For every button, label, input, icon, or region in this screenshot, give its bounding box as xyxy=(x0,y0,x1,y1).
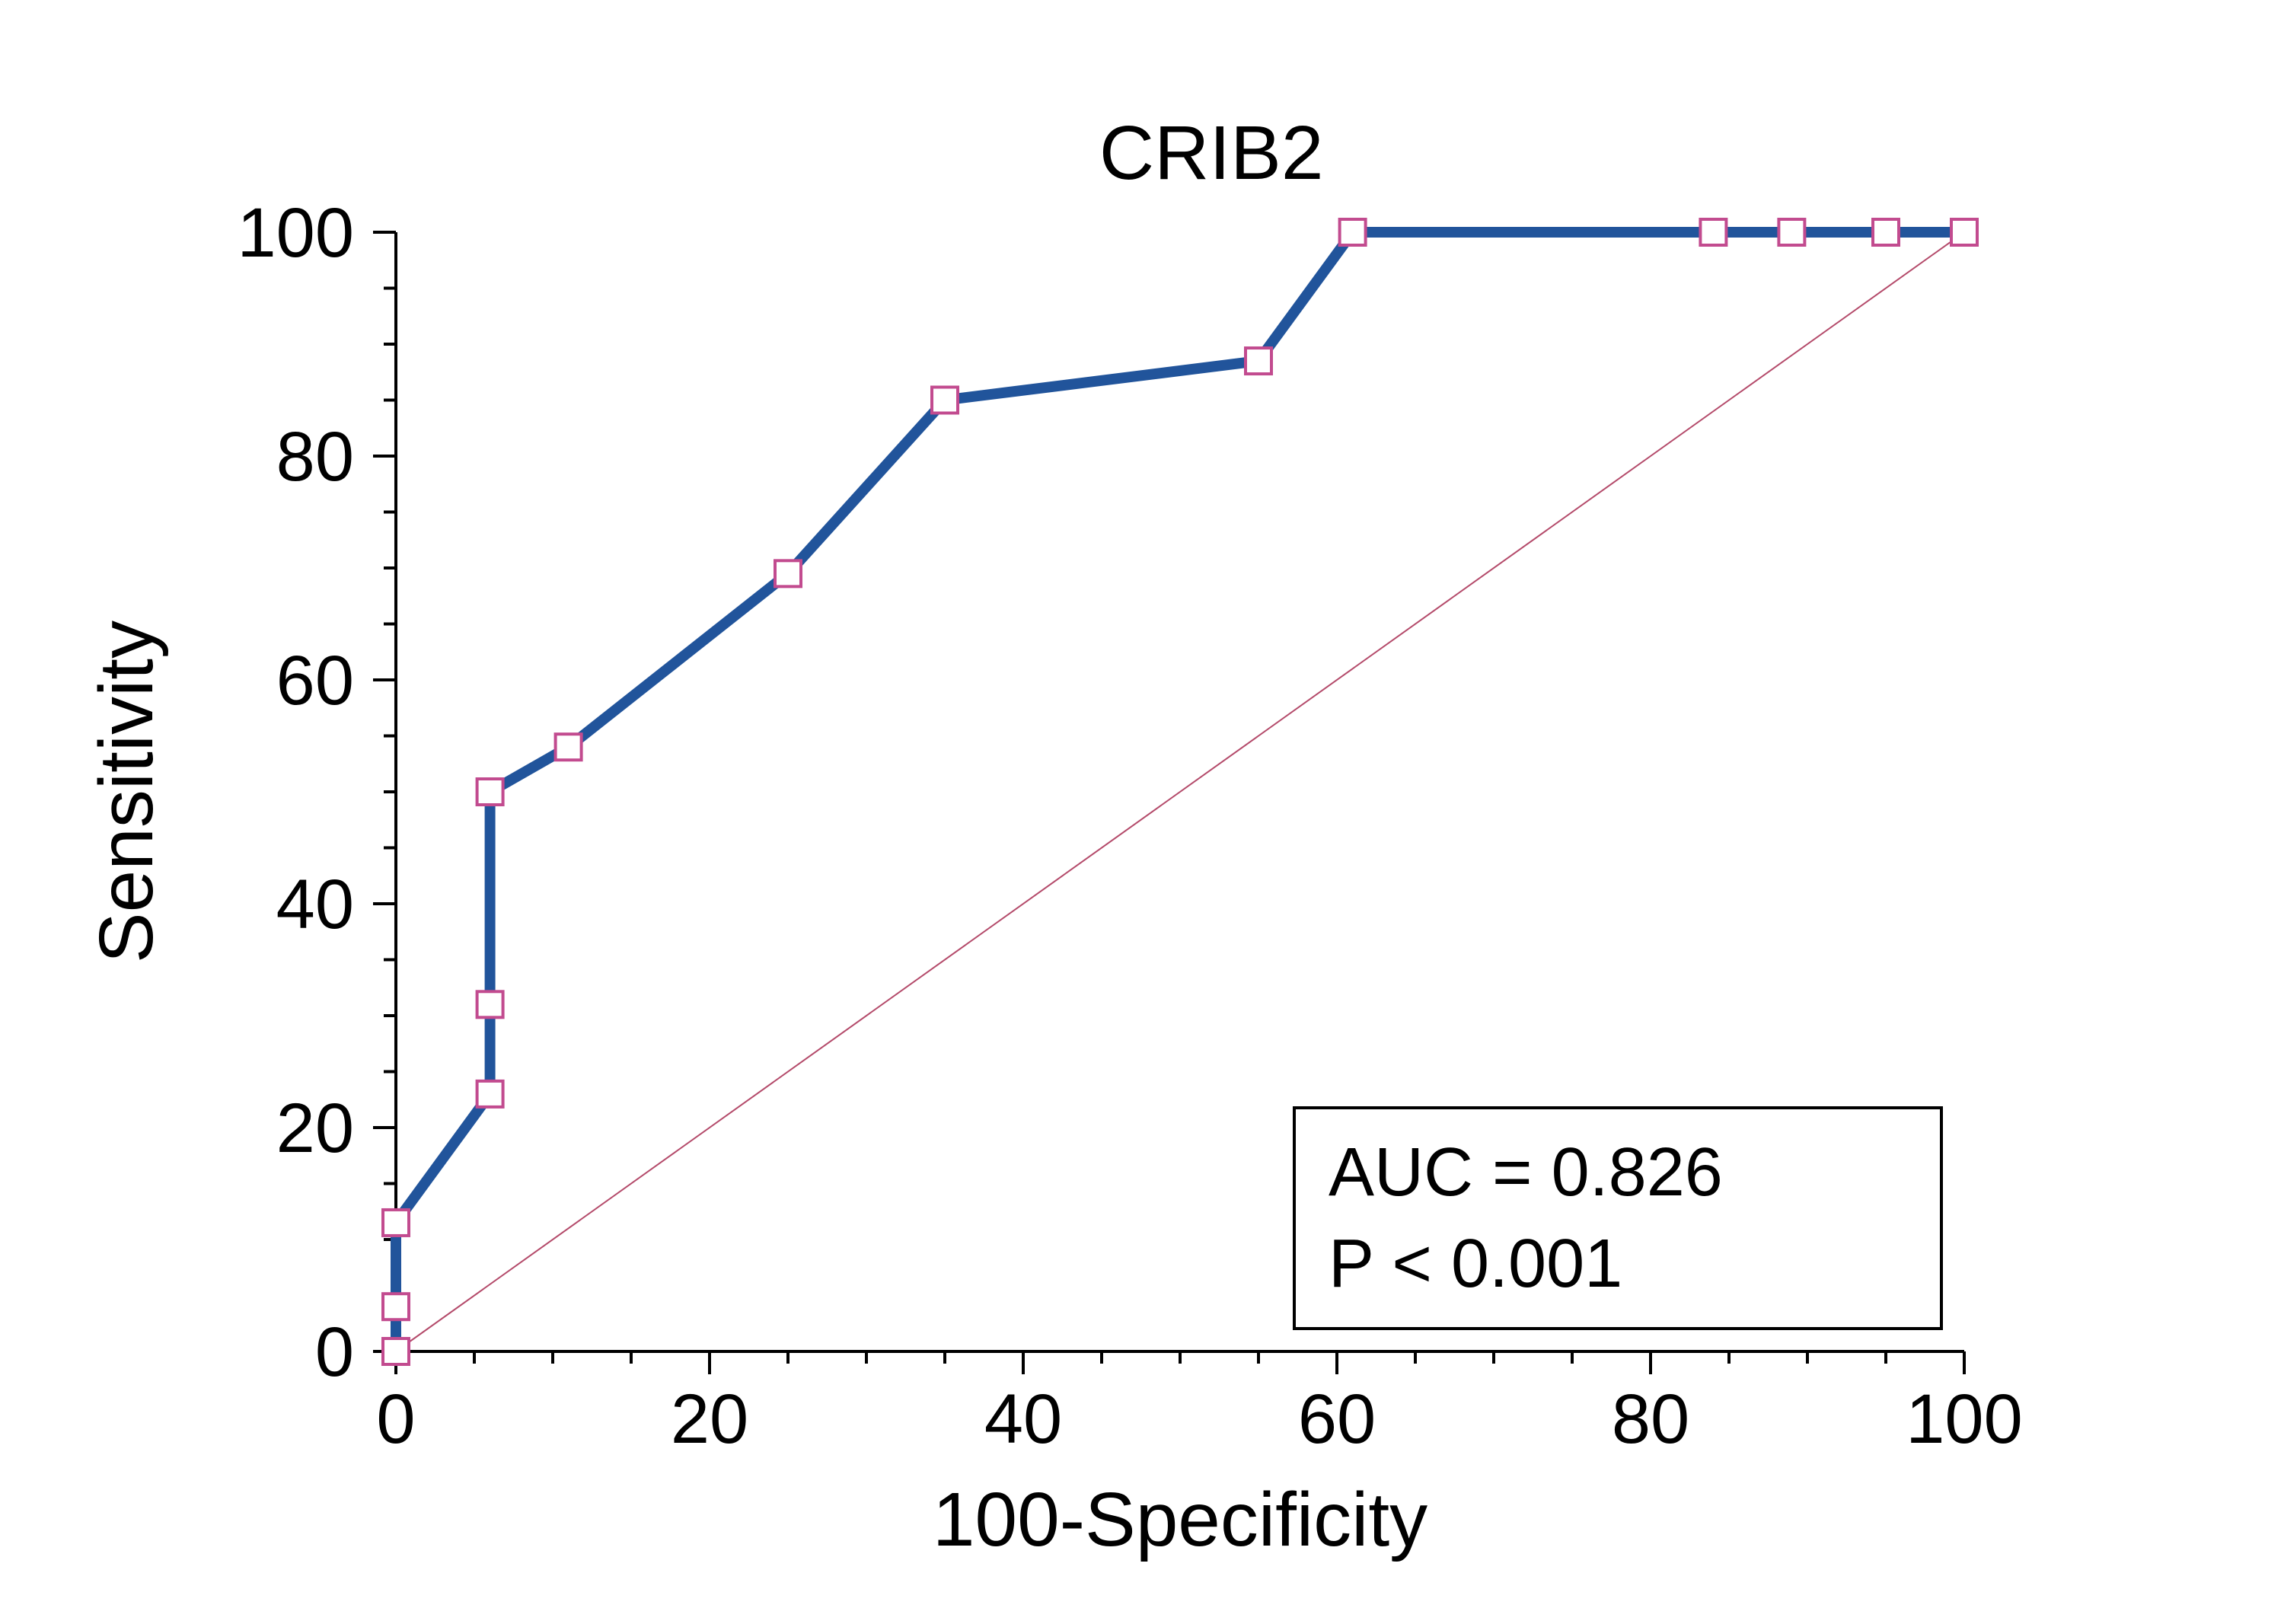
roc-marker xyxy=(1778,219,1804,245)
y-tick-label: 0 xyxy=(315,1313,354,1391)
roc-marker xyxy=(556,734,582,760)
x-tick-label: 20 xyxy=(671,1380,748,1458)
y-axis-label: Sensitivity xyxy=(84,621,169,963)
roc-marker xyxy=(1951,219,1977,245)
x-tick-label: 60 xyxy=(1298,1380,1376,1458)
roc-marker xyxy=(932,388,958,413)
roc-marker xyxy=(1700,219,1726,245)
y-tick-label: 100 xyxy=(238,194,355,272)
roc-marker xyxy=(477,991,503,1017)
x-axis-label: 100-Specificity xyxy=(933,1477,1428,1562)
roc-marker xyxy=(1340,219,1366,245)
roc-chart: CRIB2 0 20 40 60 80 100 0 20 40 60 80 100 100-Specifi… xyxy=(0,0,2284,1624)
roc-marker xyxy=(1246,348,1271,374)
y-tick-label: 60 xyxy=(276,642,354,719)
roc-marker xyxy=(383,1294,409,1319)
y-tick-label: 80 xyxy=(276,418,354,496)
roc-marker xyxy=(383,1338,409,1364)
roc-marker xyxy=(383,1210,409,1236)
roc-marker xyxy=(775,560,801,586)
y-tick-label: 40 xyxy=(276,866,354,943)
x-tick-label: 80 xyxy=(1612,1380,1689,1458)
x-tick-label: 0 xyxy=(376,1380,415,1458)
legend-line: P < 0.001 xyxy=(1329,1226,1622,1302)
roc-marker xyxy=(477,779,503,805)
x-tick-label: 100 xyxy=(1906,1380,2023,1458)
roc-svg: CRIB2 0 20 40 60 80 100 0 20 40 60 80 100 100-Specifi… xyxy=(0,0,2284,1624)
x-tick-label: 40 xyxy=(984,1380,1062,1458)
legend-line: AUC = 0.826 xyxy=(1329,1134,1723,1211)
roc-marker xyxy=(477,1081,503,1107)
y-tick-label: 20 xyxy=(276,1090,354,1167)
chart-title: CRIB2 xyxy=(1099,110,1324,196)
roc-marker xyxy=(1873,219,1899,245)
